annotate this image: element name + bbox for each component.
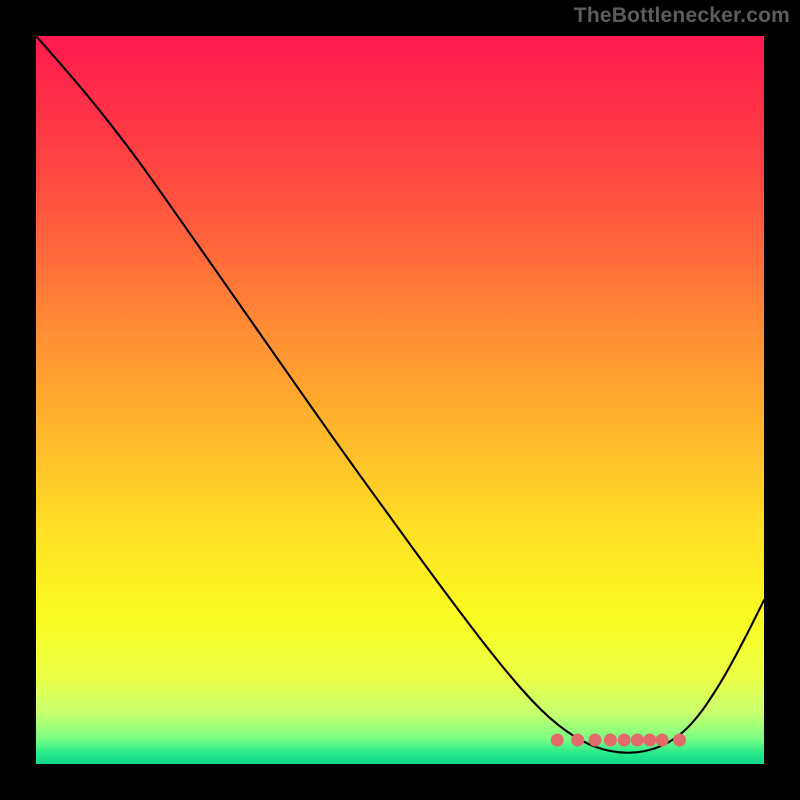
watermark-text: TheBottlenecker.com <box>574 4 790 28</box>
trough-marker <box>631 733 644 746</box>
trough-marker <box>571 733 584 746</box>
bottleneck-curve <box>36 36 764 753</box>
chart-root: TheBottlenecker.com <box>0 0 800 800</box>
trough-marker <box>673 733 686 746</box>
trough-marker <box>656 733 669 746</box>
trough-marker <box>551 733 564 746</box>
trough-marker <box>618 733 631 746</box>
trough-marker <box>643 733 656 746</box>
trough-marker <box>604 733 617 746</box>
curve-layer <box>36 36 764 764</box>
trough-marker <box>589 733 602 746</box>
plot-area <box>36 36 764 764</box>
